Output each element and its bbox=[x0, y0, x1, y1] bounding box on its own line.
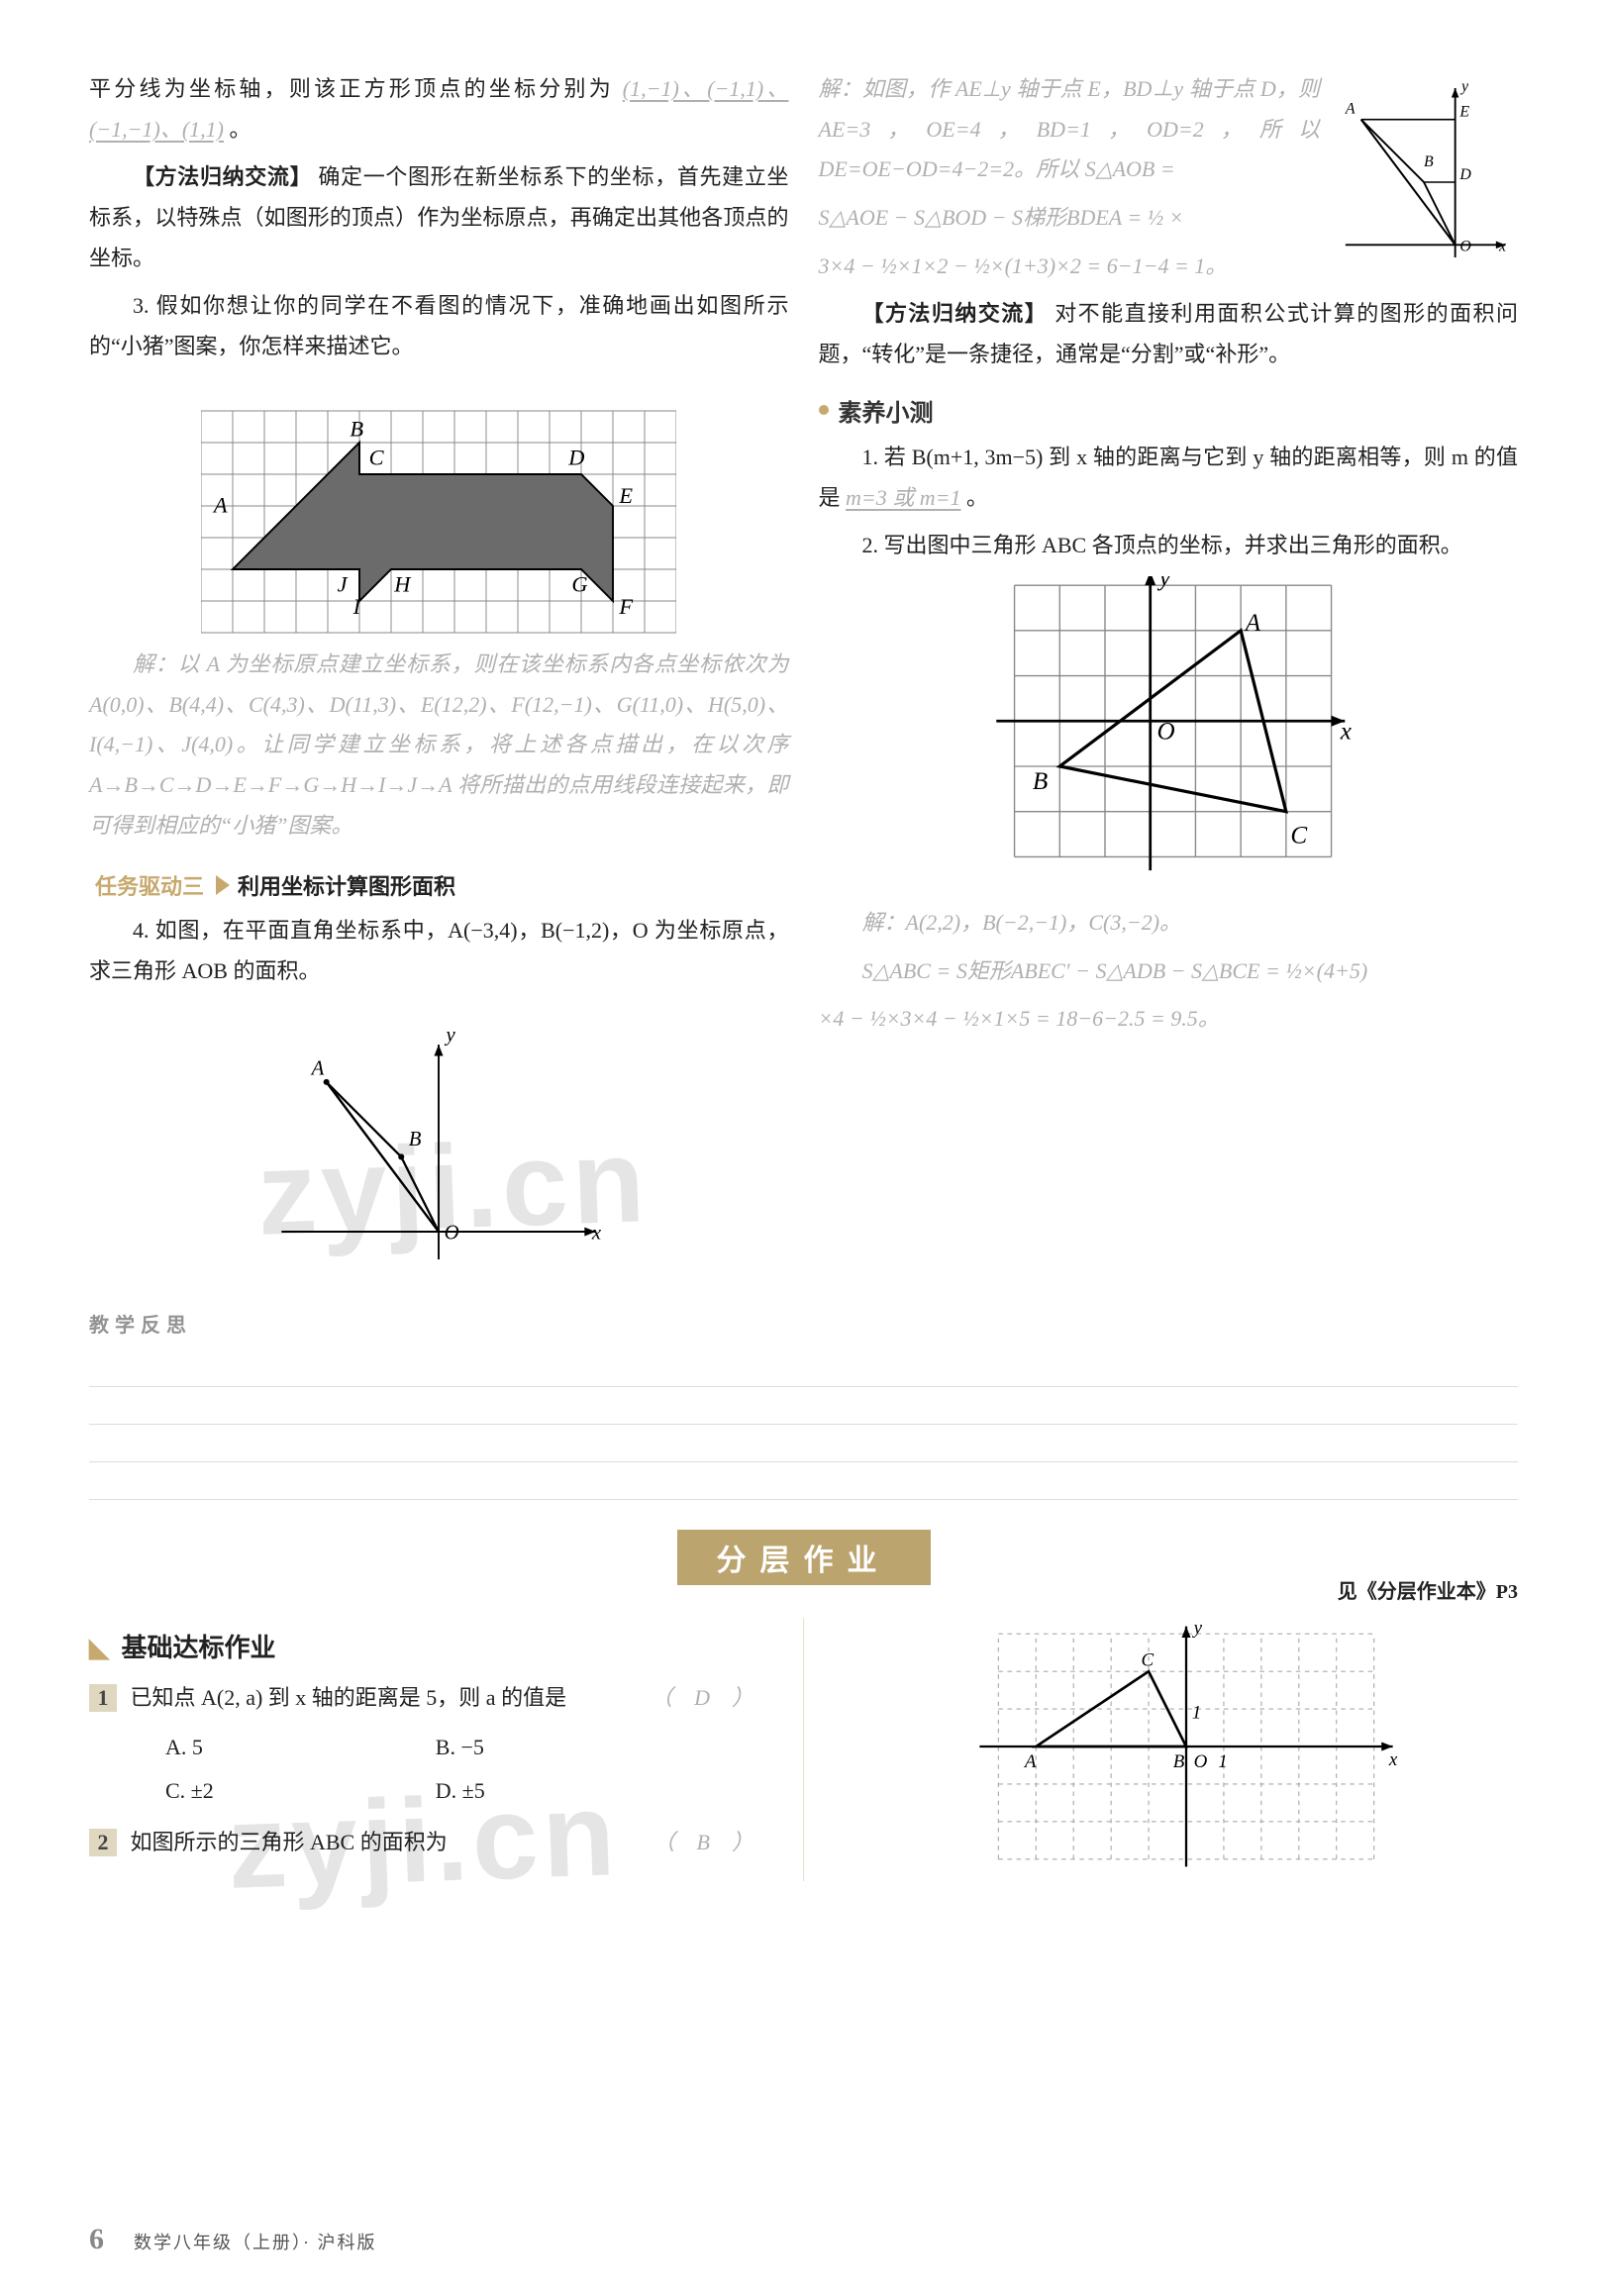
svg-text:1: 1 bbox=[1191, 1702, 1200, 1723]
vertical-divider bbox=[803, 1618, 804, 1881]
left-column: 平分线为坐标轴，则该正方形顶点的坐标分别为 (1,−1)、(−1,1)、(−1,… bbox=[89, 69, 789, 1269]
sol2-l2: S△ABC = S矩形ABEC′ − S△ADB − S△BCE = ½×(4+… bbox=[819, 951, 1519, 992]
svg-text:O: O bbox=[1156, 718, 1174, 745]
task-3-header: 任务驱动三 利用坐标计算图形面积 bbox=[89, 867, 455, 903]
main-columns: 平分线为坐标轴，则该正方形顶点的坐标分别为 (1,−1)、(−1,1)、(−1,… bbox=[89, 69, 1518, 1269]
svg-text:1: 1 bbox=[1218, 1750, 1227, 1771]
sol2-l1: 解：A(2,2)，B(−2,−1)，C(3,−2)。 bbox=[819, 903, 1519, 944]
hw-q1-text: 已知点 A(2, a) 到 x 轴的距离是 5，则 a 的值是 bbox=[131, 1685, 567, 1710]
svg-text:J: J bbox=[338, 571, 349, 596]
page-meta: 数学八年级（上册）· 沪科版 bbox=[134, 2229, 377, 2254]
reflect-label: 教学反思 bbox=[89, 1309, 1518, 1338]
hw-columns: ◣ 基础达标作业 1 已知点 A(2, a) 到 x 轴的距离是 5，则 a 的… bbox=[89, 1618, 1518, 1881]
svg-text:A: A bbox=[1022, 1750, 1036, 1771]
svg-text:O: O bbox=[1193, 1750, 1207, 1771]
qnum-2: 2 bbox=[89, 1829, 117, 1856]
note-line bbox=[89, 1462, 1518, 1500]
hw-section-header: ◣ 基础达标作业 bbox=[89, 1628, 753, 1664]
svg-text:B: B bbox=[409, 1128, 422, 1150]
opt-a: A. 5 bbox=[165, 1726, 430, 1769]
svg-text:O: O bbox=[445, 1221, 459, 1244]
svg-text:A: A bbox=[212, 492, 228, 517]
flag-icon: ◣ bbox=[89, 1634, 109, 1662]
hw-left: ◣ 基础达标作业 1 已知点 A(2, a) 到 x 轴的距离是 5，则 a 的… bbox=[89, 1618, 753, 1881]
page-number: 6 bbox=[89, 2223, 104, 2256]
fig-q4: A B O x y bbox=[270, 1002, 607, 1259]
sy-q1-b: 。 bbox=[966, 485, 988, 510]
task-3-label: 利用坐标计算图形面积 bbox=[238, 869, 455, 901]
svg-text:y: y bbox=[1156, 576, 1171, 591]
right-column: A B E D O x y 解：如图，作 AE⊥y 轴于点 E，BD⊥y 轴于点… bbox=[819, 69, 1519, 1269]
task-3-bar: 任务驱动三 bbox=[89, 867, 210, 903]
bullet-icon bbox=[819, 405, 829, 415]
svg-text:A: A bbox=[1345, 100, 1356, 117]
method-1-tag: 【方法归纳交流】 bbox=[133, 164, 312, 189]
banner-pill: 分层作业 bbox=[677, 1530, 931, 1585]
fig-hw: A B C O 1 1 x y bbox=[968, 1618, 1404, 1875]
svg-text:B: B bbox=[351, 416, 364, 441]
sol2-l3: ×4 − ½×3×4 − ½×1×5 = 18−6−2.5 = 9.5。 bbox=[819, 999, 1519, 1040]
svg-text:B: B bbox=[1172, 1750, 1184, 1771]
opt-c: C. ±2 bbox=[165, 1769, 430, 1813]
p1: 平分线为坐标轴，则该正方形顶点的坐标分别为 (1,−1)、(−1,1)、(−1,… bbox=[89, 69, 789, 150]
svg-text:H: H bbox=[393, 571, 412, 596]
svg-text:O: O bbox=[1459, 239, 1471, 255]
hw-right: A B C O 1 1 x y bbox=[854, 1618, 1518, 1881]
pig-figure: [] bbox=[201, 377, 676, 635]
svg-text:x: x bbox=[1387, 1749, 1397, 1770]
svg-text:B: B bbox=[1033, 768, 1048, 795]
svg-text:y: y bbox=[1191, 1618, 1202, 1639]
svg-text:C: C bbox=[369, 445, 385, 469]
page-footer: 6 数学八年级（上册）· 沪科版 bbox=[89, 2223, 377, 2256]
svg-text:A: A bbox=[1243, 610, 1260, 637]
sol3: 解：以 A 为坐标原点建立坐标系，则在该坐标系内各点坐标依次为 A(0,0)、B… bbox=[89, 645, 789, 846]
svg-text:I: I bbox=[352, 594, 362, 619]
note-line bbox=[89, 1349, 1518, 1387]
hw-q2-paren: （ B ） bbox=[653, 1823, 753, 1863]
p1-text-a: 平分线为坐标轴，则该正方形顶点的坐标分别为 bbox=[89, 76, 623, 101]
q3-text: 3. 假如你想让你的同学在不看图的情况下，准确地画出如图所示的“小猪”图案，你怎… bbox=[89, 286, 789, 366]
method-2: 【方法归纳交流】 对不能直接利用面积公式计算的图形的面积问题，“转化”是一条捷径… bbox=[819, 294, 1519, 374]
svg-text:D: D bbox=[567, 445, 584, 469]
opt-b: B. −5 bbox=[436, 1726, 700, 1769]
method-1: 【方法归纳交流】 确定一个图形在新坐标系下的坐标，首先建立坐标系，以特殊点（如图… bbox=[89, 157, 789, 278]
svg-text:F: F bbox=[619, 594, 634, 619]
fig-sol4: A B E D O x y bbox=[1330, 69, 1518, 257]
svg-text:A: A bbox=[310, 1056, 325, 1079]
svg-text:C: C bbox=[1290, 823, 1307, 849]
hw-q2-text: 如图所示的三角形 ABC 的面积为 bbox=[131, 1830, 448, 1854]
svg-text:E: E bbox=[1458, 104, 1469, 121]
svg-text:D: D bbox=[1458, 166, 1471, 183]
fig-sy2: A B C O x y bbox=[980, 576, 1356, 893]
qnum-1: 1 bbox=[89, 1684, 117, 1712]
opt-d: D. ±5 bbox=[436, 1769, 700, 1813]
reflect-block: 教学反思 bbox=[89, 1309, 1518, 1500]
hw-section-title: 基础达标作业 bbox=[122, 1634, 276, 1662]
suyang-title: 素养小测 bbox=[839, 393, 934, 428]
hw-q1: 1 已知点 A(2, a) 到 x 轴的距离是 5，则 a 的值是 （ D ） bbox=[89, 1678, 753, 1719]
svg-text:x: x bbox=[1498, 239, 1506, 255]
suyang-header: 素养小测 bbox=[819, 393, 1519, 428]
hw-q2: 2 如图所示的三角形 ABC 的面积为 （ B ） bbox=[89, 1823, 753, 1863]
note-line bbox=[89, 1387, 1518, 1425]
hw-q1-options: A. 5 B. −5 C. ±2 D. ±5 bbox=[165, 1726, 753, 1813]
svg-text:y: y bbox=[445, 1023, 456, 1046]
note-line bbox=[89, 1425, 1518, 1462]
method-2-tag: 【方法归纳交流】 bbox=[862, 301, 1049, 326]
svg-text:E: E bbox=[619, 483, 634, 508]
sy-q1: 1. 若 B(m+1, 3m−5) 到 x 轴的距离与它到 y 轴的距离相等，则… bbox=[819, 438, 1519, 518]
sy-q2: 2. 写出图中三角形 ABC 各顶点的坐标，并求出三角形的面积。 bbox=[819, 526, 1519, 566]
svg-text:y: y bbox=[1459, 78, 1469, 95]
sy-q1-ans: m=3 或 m=1 bbox=[846, 485, 960, 510]
svg-text:C: C bbox=[1141, 1649, 1154, 1670]
svg-text:B: B bbox=[1424, 153, 1434, 170]
svg-text:x: x bbox=[591, 1221, 602, 1244]
svg-text:x: x bbox=[1339, 718, 1351, 745]
svg-text:G: G bbox=[572, 571, 588, 596]
p1-text-b: 。 bbox=[230, 117, 251, 142]
hw-q1-paren: （ D ） bbox=[651, 1678, 753, 1719]
chevron-icon bbox=[216, 875, 230, 895]
q4-text: 4. 如图，在平面直角坐标系中，A(−3,4)，B(−1,2)，O 为坐标原点，… bbox=[89, 911, 789, 991]
